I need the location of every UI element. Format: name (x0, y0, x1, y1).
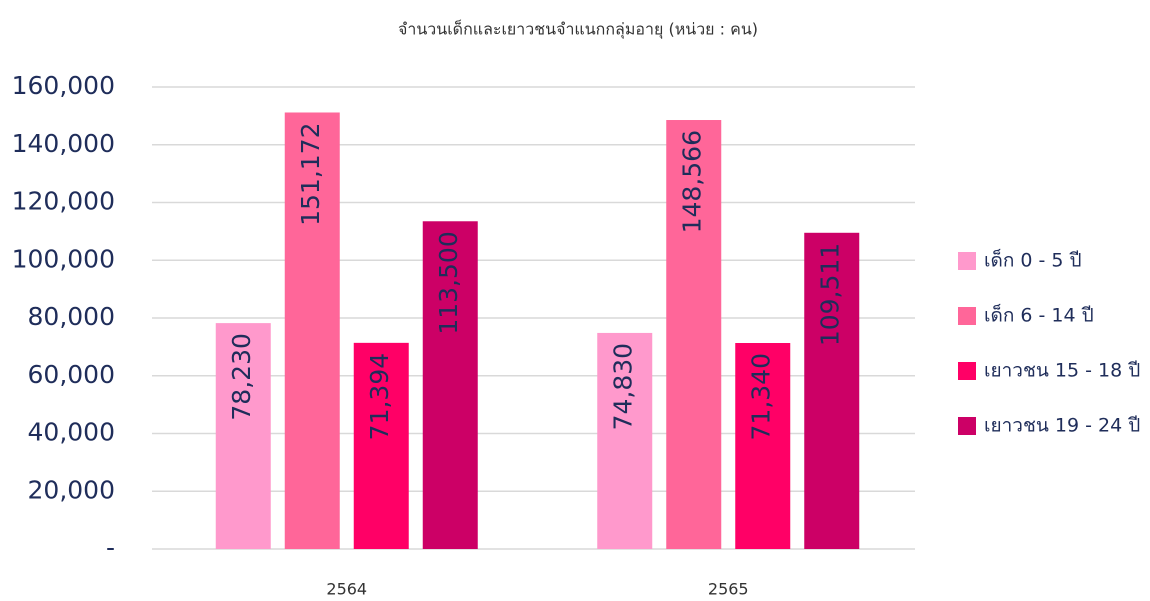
data-label: 71,340 (747, 353, 776, 440)
legend-swatch (958, 252, 976, 270)
legend-label: เยาวชน 19 - 24 ปี (984, 415, 1140, 437)
y-tick-label: 160,000 (12, 71, 115, 100)
bar (804, 232, 860, 549)
y-tick-label: 40,000 (28, 418, 115, 447)
y-tick-label: - (106, 533, 115, 562)
data-label: 71,394 (365, 353, 394, 440)
legend-label: เยาวชน 15 - 18 ปี (984, 360, 1140, 382)
legend-swatch (958, 362, 976, 380)
data-label: 151,172 (296, 122, 325, 225)
legend-label: เด็ก 0 - 5 ปี (984, 248, 1082, 272)
data-label: 148,566 (678, 130, 707, 233)
y-tick-label: 140,000 (12, 129, 115, 158)
bar (215, 323, 271, 549)
bar (735, 343, 791, 549)
y-tick-label: 80,000 (28, 302, 115, 331)
data-label: 109,511 (816, 243, 845, 346)
x-tick-label: 2564 (326, 580, 367, 599)
y-tick-label: 60,000 (28, 360, 115, 389)
y-tick-label: 100,000 (12, 244, 115, 273)
x-tick-label: 2565 (708, 580, 749, 599)
data-label: 78,230 (227, 333, 256, 420)
bar (422, 221, 478, 550)
legend-swatch (958, 307, 976, 325)
data-label: 74,830 (609, 343, 638, 430)
chart-title: จำนวนเด็กและเยาวชนจำแนกกลุ่มอายุ (หน่วย … (398, 19, 758, 40)
bar (597, 332, 653, 549)
y-tick-label: 120,000 (12, 187, 115, 216)
legend-label: เด็ก 6 - 14 ปี (984, 303, 1094, 327)
data-label: 113,500 (434, 231, 463, 334)
legend-swatch (958, 417, 976, 435)
bar (353, 342, 409, 549)
bar (284, 112, 340, 550)
bar (666, 120, 722, 549)
y-tick-label: 20,000 (28, 475, 115, 504)
